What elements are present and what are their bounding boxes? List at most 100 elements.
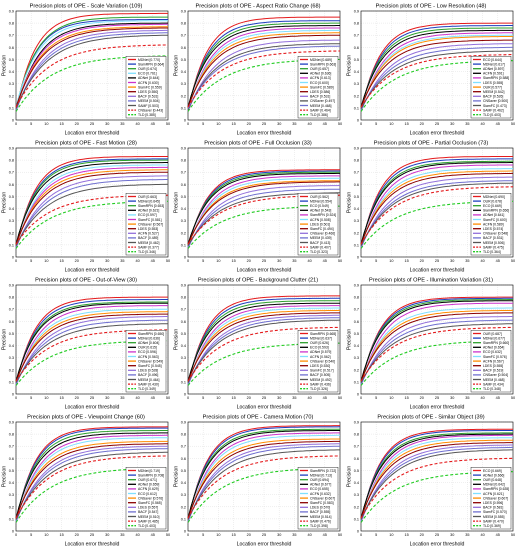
series-line — [360, 176, 513, 249]
axes-frame — [187, 284, 341, 395]
y-tick-label: 0.9 — [181, 10, 186, 14]
y-tick-label: 0.4 — [181, 481, 186, 485]
legend: SiamRPN [0.722]MDNet [0.713]OUR [0.694]A… — [297, 467, 339, 530]
y-tick-label: 0.3 — [354, 82, 359, 86]
y-tick-label: 0.1 — [354, 243, 359, 247]
series-line — [15, 443, 168, 519]
x-tick-label: 25 — [435, 396, 439, 400]
legend-label: MEEM [0.468] — [483, 378, 505, 382]
series-line — [360, 35, 514, 109]
x-tick-label: 50 — [338, 259, 342, 263]
series-line — [187, 319, 341, 383]
series-line — [187, 16, 340, 112]
legend-label: SAMF [0.407] — [310, 245, 331, 249]
series-line — [187, 169, 340, 249]
x-tick-label: 30 — [277, 259, 281, 263]
x-tick-label: 30 — [277, 122, 281, 126]
legend-label: LDES [0.530] — [310, 364, 330, 368]
x-tick-label: 10 — [44, 259, 48, 263]
y-tick-label: 0.9 — [354, 147, 359, 151]
legend-label: CNSaver [0.607] — [310, 496, 335, 500]
series-line — [187, 180, 340, 246]
legend-label: CNSaver [0.443] — [138, 108, 163, 112]
chart-title: Precision plots of OPE - Similar Object … — [377, 415, 484, 421]
legend-label: SAMF [0.470] — [483, 519, 504, 523]
y-tick-label: 0.9 — [354, 421, 359, 425]
y-tick-label: 0.2 — [354, 231, 359, 235]
series-line — [187, 425, 340, 523]
y-tick-label: 0.3 — [181, 219, 186, 223]
series-line — [360, 170, 513, 246]
y-tick-label: 0.8 — [354, 296, 359, 300]
x-tick-label: 25 — [90, 533, 94, 537]
y-tick-label: 0.9 — [9, 10, 14, 14]
legend: MDNet [0.690]OUR [0.678]ECO [0.669]SiamR… — [470, 193, 512, 256]
y-tick-label: 0.9 — [354, 284, 359, 288]
legend-label: MEEM [0.462] — [138, 241, 160, 245]
legend-label: SAMF [0.503] — [138, 104, 159, 108]
x-tick-label: 30 — [277, 533, 281, 537]
chart-panel: Precision plots of OPE - Aspect Ratio Ch… — [172, 0, 344, 137]
legend-label: ECO [0.593] — [310, 346, 329, 350]
y-tick-label: 0.2 — [9, 94, 14, 98]
chart-title: Precision plots of OPE - Illumination Va… — [369, 278, 493, 284]
chart-svg: Precision plots of OPE - Fast Motion (28… — [2, 141, 171, 274]
legend-label: TLD [0.326] — [310, 387, 328, 391]
x-tick-label: 35 — [465, 122, 469, 126]
legend-label: ACFN [0.567] — [483, 359, 504, 363]
legend-label: SiamFC [0.559] — [138, 85, 162, 89]
series-line — [187, 443, 340, 523]
chart-title: Precision plots of OPE - Full Occlusion … — [204, 141, 312, 147]
x-tick-label: 50 — [166, 122, 170, 126]
y-tick-label: 0.8 — [181, 22, 186, 26]
legend-label: ECO [0.632] — [483, 350, 502, 354]
x-tick-label: 45 — [151, 396, 155, 400]
legend-label: MEEM [0.439] — [310, 236, 332, 240]
series-line — [187, 32, 340, 109]
legend-label: TLD [0.385] — [138, 113, 156, 117]
legend-label: ACFN [0.563] — [138, 355, 159, 359]
y-tick-label: 0.7 — [354, 308, 359, 312]
series-line — [15, 169, 168, 246]
x-tick-label: 0 — [187, 259, 189, 263]
y-tick-label: 0 — [12, 530, 14, 534]
y-tick-label: 0 — [12, 119, 14, 123]
x-tick-label: 10 — [389, 122, 393, 126]
y-tick-label: 0.7 — [354, 34, 359, 38]
legend-label: ADNet [0.604] — [138, 341, 159, 345]
x-tick-label: 15 — [404, 533, 408, 537]
series-line — [15, 296, 168, 386]
x-tick-label: 25 — [262, 259, 266, 263]
legend-label: LDES [0.555] — [483, 364, 503, 368]
legend-label: OUR [0.657] — [310, 67, 329, 71]
series-line — [360, 433, 513, 519]
y-tick-label: 0.6 — [9, 183, 14, 187]
x-axis-label: Location error threshold — [410, 268, 465, 274]
legend: SiamRPN [0.650]MDNet [0.636]ADNet [0.604… — [125, 330, 167, 393]
x-axis-label: Location error threshold — [65, 131, 120, 137]
x-tick-label: 35 — [120, 259, 124, 263]
legend-label: TLD [0.398] — [310, 524, 328, 528]
legend-label: MDNet [0.617] — [483, 62, 505, 66]
legend-label: LDES [0.586] — [310, 90, 330, 94]
y-tick-label: 0.8 — [9, 296, 14, 300]
y-tick-label: 0.4 — [9, 70, 14, 74]
legend-label: SiamRPN [0.660] — [483, 341, 509, 345]
series-line — [360, 300, 514, 382]
legend-label: ECO [0.669] — [483, 204, 502, 208]
chart-title: Precision plots of OPE - Low Resolution … — [376, 4, 487, 10]
x-tick-label: 0 — [15, 396, 17, 400]
y-tick-label: 0.7 — [181, 171, 186, 175]
series-line — [15, 12, 168, 112]
x-tick-label: 50 — [166, 396, 170, 400]
legend-label: MEEM [0.492] — [310, 378, 332, 382]
x-tick-label: 50 — [338, 533, 342, 537]
legend-label: ECO [0.644] — [483, 58, 502, 62]
axes-frame — [15, 10, 169, 121]
series-line — [187, 449, 340, 520]
legend-label: TLD [0.348] — [483, 387, 501, 391]
x-tick-label: 35 — [120, 396, 124, 400]
x-tick-label: 15 — [59, 396, 63, 400]
series-line — [360, 162, 513, 245]
x-tick-label: 25 — [435, 122, 439, 126]
